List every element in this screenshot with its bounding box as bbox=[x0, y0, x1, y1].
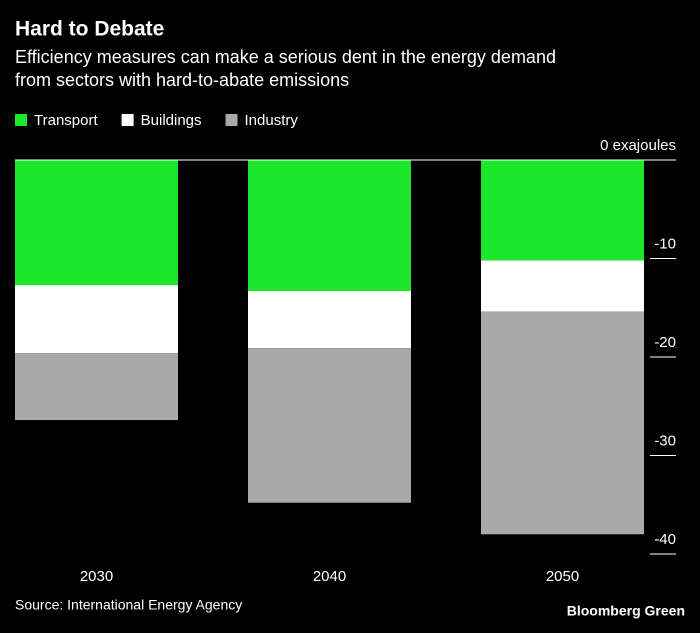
bar-segment bbox=[481, 311, 644, 535]
bar-segment bbox=[15, 160, 178, 286]
bar-segment bbox=[248, 160, 411, 292]
chart-title: Hard to Debate bbox=[15, 18, 164, 41]
legend-label: Buildings bbox=[141, 112, 202, 129]
bar-segment bbox=[248, 348, 411, 503]
y-tick-label: 0 exajoules bbox=[600, 137, 676, 154]
brand: Bloomberg Green bbox=[567, 603, 685, 619]
source: Source: International Energy Agency bbox=[15, 597, 242, 613]
chart-subtitle: Efficiency measures can make a serious d… bbox=[15, 47, 556, 90]
legend: Transport Buildings Industry bbox=[15, 112, 298, 129]
legend-swatch bbox=[121, 114, 134, 126]
legend-label: Industry bbox=[245, 112, 299, 129]
legend-label: Transport bbox=[34, 112, 98, 129]
y-tick-label: -10 bbox=[654, 235, 676, 252]
bar-segment bbox=[15, 353, 178, 421]
x-tick-label: 2030 bbox=[80, 568, 113, 585]
bar-segment bbox=[481, 160, 644, 261]
bar-segment bbox=[248, 291, 411, 349]
bar-segment bbox=[15, 285, 178, 354]
x-tick-label: 2050 bbox=[546, 568, 579, 585]
x-tick-label: 2040 bbox=[313, 568, 346, 585]
legend-swatch bbox=[225, 114, 238, 126]
y-tick-label: -30 bbox=[654, 432, 676, 449]
bar-segment bbox=[481, 260, 644, 312]
y-tick-label: -20 bbox=[654, 334, 676, 351]
y-tick-label: -40 bbox=[654, 531, 676, 548]
legend-swatch bbox=[15, 114, 27, 126]
